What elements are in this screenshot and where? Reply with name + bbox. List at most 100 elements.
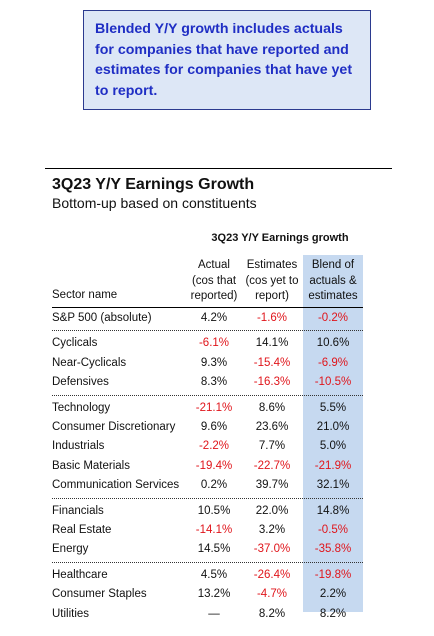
sector-name: Consumer Staples — [52, 588, 147, 601]
estimates-value: 22.0% — [255, 504, 289, 517]
blend-value: 5.5% — [319, 401, 347, 414]
callout-note: Blended Y/Y growth includes actuals for … — [83, 10, 371, 110]
actual-value: 9.6% — [200, 421, 228, 433]
table-row: S&P 500 (absolute) 4.2% -1.6% -0.2% — [52, 309, 363, 327]
blend-value: -35.8% — [314, 543, 352, 556]
sector-name: Basic Materials — [52, 459, 130, 472]
estimates-value: -1.6% — [256, 312, 288, 324]
sector-name: Communication Services — [52, 479, 180, 492]
actual-value: -14.1% — [195, 524, 233, 536]
blend-column-highlight — [303, 255, 363, 612]
sector-column-header: Sector name — [52, 289, 118, 301]
table-row: Real Estate -14.1% 3.2% -0.5% — [52, 521, 363, 539]
group-separator — [52, 394, 363, 396]
table-row: Healthcare 4.5% -26.4% -19.8% — [52, 566, 363, 584]
blend-value: -21.9% — [314, 459, 352, 472]
actual-value: 10.5% — [197, 504, 231, 517]
actual-value: -6.1% — [198, 337, 230, 350]
estimates-value: -37.0% — [253, 543, 291, 556]
actual-value: 0.2% — [200, 479, 228, 492]
sector-name: Healthcare — [52, 568, 108, 581]
group-separator — [52, 497, 363, 499]
blend-value: 14.8% — [316, 504, 350, 517]
table-row: Defensives 8.3% -16.3% -10.5% — [52, 373, 363, 391]
table-row: Communication Services 0.2% 39.7% 32.1% — [52, 476, 363, 494]
title-rule — [45, 168, 392, 169]
blend-value: -19.8% — [314, 568, 352, 581]
column-header-blend: Blend of actuals & estimates — [303, 258, 363, 305]
actual-value: -2.2% — [198, 440, 230, 453]
table-row: Consumer Staples 13.2% -4.7% 2.2% — [52, 585, 363, 603]
column-header-blend-line1: Blend of — [311, 259, 355, 271]
column-header-actual-line1: Actual — [198, 259, 230, 271]
table-row: Financials 10.5% 22.0% 14.8% — [52, 502, 363, 520]
column-header-actual-line2: (cos that — [191, 274, 237, 287]
actual-value: 4.2% — [200, 312, 228, 324]
estimates-value: 14.1% — [255, 337, 289, 350]
sector-name: Energy — [52, 543, 89, 556]
actual-value: 14.5% — [197, 543, 231, 556]
blend-value: 21.0% — [316, 421, 350, 433]
sector-name: Real Estate — [52, 524, 112, 536]
column-header-blend-line3: estimates — [308, 290, 358, 302]
blend-value: 10.6% — [316, 337, 350, 350]
header-rule — [52, 307, 363, 308]
sector-name: S&P 500 (absolute) — [52, 312, 152, 324]
blend-value: -10.5% — [314, 376, 352, 389]
callout-note-text: Blended Y/Y growth includes actuals for … — [95, 21, 353, 99]
sector-name: Technology — [52, 401, 111, 414]
estimates-value: 23.6% — [255, 421, 289, 433]
actual-value: 13.2% — [197, 588, 231, 601]
table-row: Consumer Discretionary 9.6% 23.6% 21.0% — [52, 418, 363, 436]
actual-value: — — [208, 607, 220, 620]
sector-name: Defensives — [52, 376, 109, 389]
table-row: Cyclicals -6.1% 14.1% 10.6% — [52, 334, 363, 352]
sector-name: Utilities — [52, 607, 90, 620]
blend-value: 5.0% — [319, 440, 347, 453]
estimates-value: 8.2% — [258, 607, 286, 620]
actual-value: 9.3% — [200, 356, 228, 369]
actual-value: 4.5% — [200, 568, 228, 581]
column-header-estimates: Estimates (cos yet to report) — [242, 258, 302, 305]
blend-value: -0.5% — [317, 524, 349, 536]
column-header-estimates-line3: report) — [255, 290, 289, 302]
column-header-blend-line2: actuals & — [309, 274, 357, 287]
table-row: Near-Cyclicals 9.3% -15.4% -6.9% — [52, 354, 363, 372]
table-row: Technology -21.1% 8.6% 5.5% — [52, 399, 363, 417]
sector-name: Consumer Discretionary — [52, 421, 176, 433]
group-separator — [52, 330, 363, 332]
blend-value: 32.1% — [316, 479, 350, 492]
estimates-value: -15.4% — [253, 356, 291, 369]
estimates-value: 8.6% — [258, 401, 286, 414]
column-header-estimates-line2: (cos yet to — [245, 274, 299, 287]
sector-name: Cyclicals — [52, 337, 98, 350]
actual-value: -19.4% — [195, 459, 233, 472]
estimates-value: -22.7% — [253, 459, 291, 472]
sector-name: Financials — [52, 504, 104, 517]
column-header-estimates-line1: Estimates — [246, 259, 298, 271]
blend-value: 2.2% — [319, 588, 347, 601]
table-subtitle: Bottom-up based on constituents — [52, 195, 257, 211]
group-separator — [52, 561, 363, 563]
sector-name: Near-Cyclicals — [52, 356, 127, 369]
column-header-actual-line3: reported) — [190, 290, 238, 302]
table-row: Industrials -2.2% 7.7% 5.0% — [52, 437, 363, 455]
blend-value: -0.2% — [317, 312, 349, 324]
estimates-value: 7.7% — [258, 440, 286, 453]
actual-value: 8.3% — [200, 376, 228, 389]
table-row: Basic Materials -19.4% -22.7% -21.9% — [52, 457, 363, 475]
sector-name: Industrials — [52, 440, 105, 453]
estimates-value: 3.2% — [258, 524, 286, 536]
column-header-actual: Actual (cos that reported) — [188, 258, 240, 305]
table-row: Energy 14.5% -37.0% -35.8% — [52, 540, 363, 558]
blend-value: -6.9% — [317, 356, 349, 369]
blend-value: 8.2% — [319, 607, 347, 620]
actual-value: -21.1% — [195, 401, 233, 414]
group-header: 3Q23 Y/Y Earnings growth — [211, 232, 349, 244]
estimates-value: -26.4% — [253, 568, 291, 581]
estimates-value: -4.7% — [256, 588, 288, 601]
estimates-value: -16.3% — [253, 376, 291, 389]
table-title: 3Q23 Y/Y Earnings Growth — [52, 176, 255, 193]
estimates-value: 39.7% — [255, 479, 289, 492]
table-row: Utilities — 8.2% 8.2% — [52, 605, 363, 623]
